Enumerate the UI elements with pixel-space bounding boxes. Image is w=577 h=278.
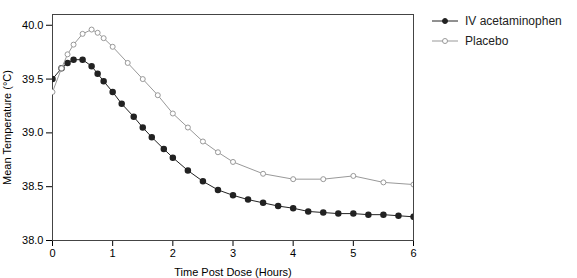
svg-text:0: 0 [49,247,55,259]
svg-text:39.0: 39.0 [22,126,43,138]
svg-text:3: 3 [230,247,236,259]
svg-text:4: 4 [290,247,296,259]
html-text:Placebo: Placebo [465,34,509,48]
html-text:IV acetaminophen: IV acetaminophen [465,14,562,28]
svg-text:40.0: 40.0 [22,19,43,31]
svg-text:6: 6 [410,247,416,259]
svg-text:39.5: 39.5 [22,73,43,85]
svg-text:38.5: 38.5 [22,180,43,192]
svg-text:2: 2 [170,247,176,259]
svg-text:Mean Temperature (°C): Mean Temperature (°C) [1,70,13,185]
svg-text:Time Post Dose (Hours): Time Post Dose (Hours) [174,266,292,278]
svg-text:1: 1 [110,247,116,259]
svg-text:5: 5 [350,247,356,259]
svg-text:38.0: 38.0 [22,234,43,246]
